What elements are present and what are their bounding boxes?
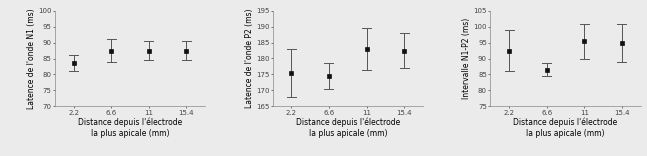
- Y-axis label: Latence de l'onde P2 (ms): Latence de l'onde P2 (ms): [245, 9, 254, 108]
- X-axis label: Distance depuis l'électrode
la plus apicale (mm): Distance depuis l'électrode la plus apic…: [296, 118, 400, 138]
- Y-axis label: Latence de l'onde N1 (ms): Latence de l'onde N1 (ms): [27, 8, 36, 109]
- Y-axis label: Intervalle N1-P2 (ms): Intervalle N1-P2 (ms): [463, 18, 471, 99]
- X-axis label: Distance depuis l'électrode
la plus apicale (mm): Distance depuis l'électrode la plus apic…: [78, 118, 182, 138]
- X-axis label: Distance depuis l'électrode
la plus apicale (mm): Distance depuis l'électrode la plus apic…: [513, 118, 618, 138]
